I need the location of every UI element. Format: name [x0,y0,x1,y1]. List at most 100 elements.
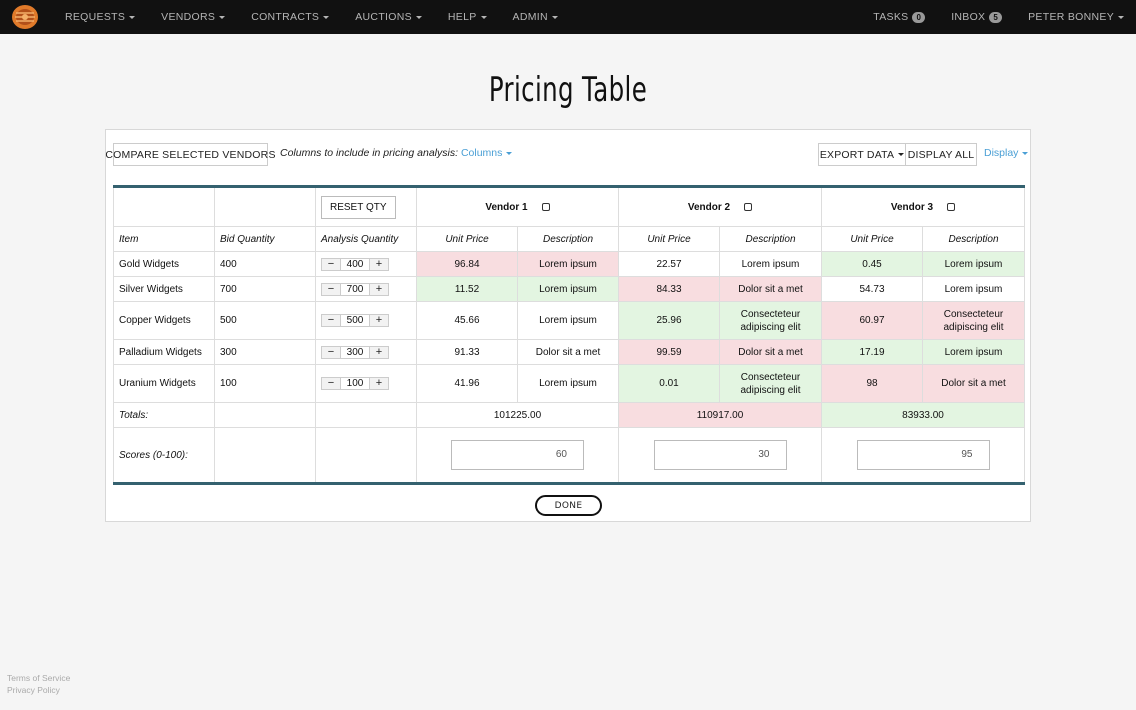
decrement-button[interactable]: − [327,282,335,295]
quantity-input[interactable]: 500 [340,315,370,326]
nav-label: CONTRACTS [251,11,320,23]
description: Lorem ipsum [719,251,822,277]
unit-price: 99.59 [618,339,720,365]
unit-price: 11.52 [416,276,518,302]
decrement-button[interactable]: − [327,257,335,270]
increment-button[interactable]: + [375,314,383,326]
nav-user-menu[interactable]: PETER BONNEY [1015,0,1124,34]
nav-auctions[interactable]: AUCTIONS [342,0,435,34]
header-unit-price: Unit Price [821,226,923,252]
vendor-2-score-cell: 30 [618,427,822,484]
quantity-input[interactable]: 100 [340,378,370,389]
company-logo-icon[interactable] [10,4,40,30]
vendor-2-checkbox[interactable] [744,202,753,211]
table-row: Uranium Widgets 100 −100 + 41.96 Lorem ip… [113,364,1025,403]
user-name: PETER BONNEY [1028,11,1114,23]
unit-price: 0.45 [821,251,923,277]
description: Lorem ipsum [922,276,1025,302]
nav-right-group: TASKS 0 INBOX 5 PETER BONNEY [860,0,1136,34]
vendor-2-total: 110917.00 [618,402,822,428]
quantity-input[interactable]: 700 [340,283,370,295]
description: Dolor sit a met [719,276,822,302]
caret-down-icon [129,16,136,19]
increment-button[interactable]: + [375,282,383,295]
nav-contracts[interactable]: CONTRACTS [238,0,342,34]
totals-label: Totals: [113,402,215,428]
vendor-3-score-cell: 95 [821,427,1025,484]
decrement-button[interactable]: − [327,314,335,326]
header-description: Description [517,226,619,252]
caret-down-icon [898,153,905,156]
increment-button[interactable]: + [375,377,383,389]
nav-help[interactable]: HELP [435,0,500,34]
decrement-button[interactable]: − [327,377,335,389]
nav-admin[interactable]: ADMIN [500,0,571,34]
unit-price: 25.96 [618,301,720,340]
empty-cell [315,402,417,428]
header-description: Description [719,226,822,252]
header-unit-price: Unit Price [416,226,518,252]
description: Dolor sit a met [517,339,619,365]
caret-down-icon [506,151,513,155]
done-button[interactable]: DONE [535,495,602,516]
caret-down-icon [480,16,487,19]
description: Consecteteur adipiscing elit [719,301,822,340]
empty-cell [214,186,316,227]
header-description: Description [922,226,1025,252]
caret-down-icon [415,16,422,19]
vendor-1-score-cell: 60 [416,427,619,484]
bid-quantity: 300 [214,339,316,365]
increment-button[interactable]: + [375,257,383,270]
top-navbar: REQUESTS VENDORS CONTRACTS AUCTIONS HELP… [0,0,1136,34]
description: Lorem ipsum [922,251,1025,277]
unit-price: 60.97 [821,301,923,340]
bid-quantity: 400 [214,251,316,277]
increment-button[interactable]: + [375,345,383,358]
footer: Terms of Service Privacy Policy [7,673,70,696]
nav-tasks[interactable]: TASKS 0 [860,0,938,34]
item-name: Uranium Widgets [113,364,215,403]
export-data-dropdown[interactable]: EXPORT DATA [818,143,906,166]
decrement-button[interactable]: − [327,345,335,358]
description: Consecteteur adipiscing elit [719,364,822,403]
scores-row: Scores (0-100): 60 30 95 [113,427,1025,484]
nav-requests[interactable]: REQUESTS [52,0,148,34]
nav-inbox[interactable]: INBOX 5 [938,0,1015,34]
display-dropdown[interactable]: Display [984,147,1029,159]
item-name: Silver Widgets [113,276,215,302]
compare-selected-vendors-button[interactable]: COMPARE SELECTED VENDORS [105,143,275,166]
column-header-row: Item Bid Quantity Analysis Quantity Unit… [113,226,1025,252]
privacy-policy-link[interactable]: Privacy Policy [7,684,60,695]
empty-cell [214,402,316,428]
unit-price: 84.33 [618,276,720,302]
vendor-3-total: 83933.00 [821,402,1025,428]
columns-dropdown[interactable]: Columns [461,147,513,159]
caret-down-icon [1118,16,1124,19]
reset-qty-button[interactable]: RESET QTY [321,195,396,219]
item-name: Gold Widgets [113,251,215,277]
quantity-stepper: −100 + [321,377,389,390]
caret-down-icon [551,16,558,19]
display-all-button[interactable]: DISPLAY ALL [905,143,977,166]
export-data-label: EXPORT DATA [819,148,895,161]
vendor-3-checkbox[interactable] [947,202,956,211]
description: Dolor sit a met [922,364,1025,403]
table-row: Copper Widgets 500 −500 + 45.66 Lorem ips… [113,301,1025,340]
table-row: Palladium Widgets 300 −300 + 91.33 Dolor … [113,339,1025,365]
vendor-2-score-input[interactable]: 30 [653,440,787,470]
terms-of-service-link[interactable]: Terms of Service [7,673,71,683]
unit-price: 22.57 [618,251,720,277]
quantity-input[interactable]: 300 [340,346,370,358]
nav-vendors[interactable]: VENDORS [148,0,238,34]
analysis-quantity-cell: −300 + [315,339,417,365]
columns-prompt: Columns to include in pricing analysis: … [280,147,513,159]
vendor-1-checkbox[interactable] [541,202,550,211]
item-name: Palladium Widgets [113,339,215,365]
quantity-input[interactable]: 400 [340,258,370,270]
vendor-3-score-input[interactable]: 95 [856,440,990,470]
empty-cell [113,186,215,227]
analysis-quantity-cell: −700 + [315,276,417,302]
nav-label: VENDORS [161,11,216,23]
columns-prompt-text: Columns to include in pricing analysis: [280,147,459,159]
vendor-1-score-input[interactable]: 60 [451,440,584,470]
